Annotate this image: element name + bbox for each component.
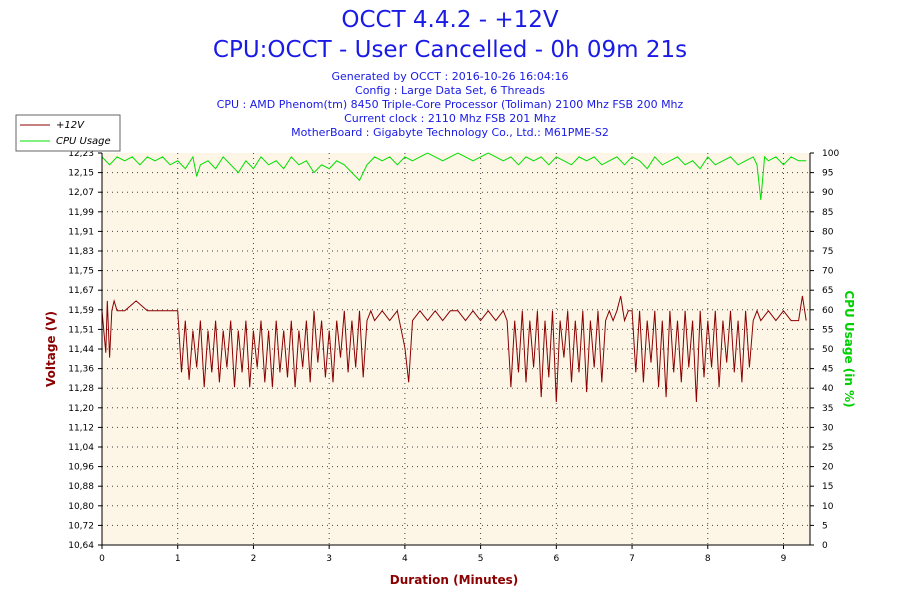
y2-tick-label: 20 (822, 463, 834, 473)
x-tick-label: 4 (402, 554, 408, 564)
chart-title: OCCT 4.4.2 - +12V (341, 7, 559, 33)
y2-tick-label: 60 (822, 306, 834, 316)
y-tick-label: 11,75 (68, 267, 94, 277)
y-tick-label: 11,59 (68, 306, 94, 316)
y2-tick-label: 40 (822, 384, 834, 394)
y2-tick-label: 45 (822, 365, 833, 375)
y-tick-label: 11,04 (68, 443, 94, 453)
y2-tick-label: 95 (822, 169, 833, 179)
y2-tick-label: 55 (822, 325, 833, 335)
generated-info: Generated by OCCT : 2016-10-26 16:04:16 (331, 70, 569, 83)
y-axis-label: Voltage (V) (44, 311, 58, 387)
series-group (101, 152, 807, 403)
y-tick-label: 12,23 (68, 149, 94, 159)
y2-tick-label: 75 (822, 247, 833, 257)
clock-info: Current clock : 2110 Mhz FSB 201 Mhz (344, 112, 556, 125)
motherboard-info: MotherBoard : Gigabyte Technology Co., L… (291, 126, 609, 139)
y2-tick-label: 70 (822, 267, 834, 277)
plot-area (102, 153, 810, 545)
y2-tick-label: 90 (822, 188, 834, 198)
y2-tick-label: 15 (822, 482, 833, 492)
legend-label-voltage: +12V (56, 120, 85, 131)
y-tick-label: 10,96 (68, 463, 94, 473)
y-tick-label: 11,91 (68, 227, 94, 237)
y-tick-label: 10,80 (68, 502, 94, 512)
y2-tick-label: 10 (822, 502, 834, 512)
x-axis-label: Duration (Minutes) (390, 573, 518, 587)
y-tick-label: 11,51 (68, 325, 94, 335)
y-tick-label: 11,28 (68, 384, 94, 394)
y2-tick-label: 5 (822, 521, 828, 531)
x-tick-label: 0 (99, 554, 105, 564)
config-info: Config : Large Data Set, 6 Threads (355, 84, 545, 97)
series-line-cpu (101, 152, 807, 201)
x-tick-label: 8 (705, 554, 711, 564)
y-tick-label: 12,07 (68, 188, 94, 198)
y-tick-label: 10,64 (68, 541, 94, 551)
chart-subtitle: CPU:OCCT - User Cancelled - 0h 09m 21s (212, 37, 688, 63)
legend-label-cpu: CPU Usage (56, 136, 111, 147)
y2-tick-label: 100 (822, 149, 839, 159)
x-tick-label: 3 (326, 554, 332, 564)
y-tick-label: 11,99 (68, 208, 94, 218)
y-tick-label: 11,36 (68, 365, 94, 375)
y2-tick-label: 35 (822, 404, 833, 414)
y2-tick-label: 85 (822, 208, 833, 218)
y2-tick-label: 50 (822, 345, 834, 355)
y2-tick-label: 25 (822, 443, 833, 453)
x-tick-label: 9 (781, 554, 787, 564)
y-tick-label: 11,83 (68, 247, 94, 257)
x-tick-label: 1 (175, 554, 181, 564)
series-line-voltage (101, 295, 807, 403)
y-tick-label: 11,44 (68, 345, 94, 355)
y2-tick-label: 65 (822, 286, 833, 296)
x-tick-label: 5 (478, 554, 484, 564)
x-tick-label: 7 (629, 554, 635, 564)
cpu-info: CPU : AMD Phenom(tm) 8450 Triple-Core Pr… (216, 98, 684, 111)
y-tick-label: 11,12 (68, 423, 94, 433)
y2-axis-label: CPU Usage (in %) (842, 290, 856, 407)
y-tick-label: 10,72 (68, 521, 94, 531)
y-tick-label: 10,88 (68, 482, 94, 492)
tick-group: 0 1 2 3 4 5 6 7 8 912,2312,1512,0711,9911,9111,83… (68, 149, 839, 564)
y-tick-label: 12,15 (68, 169, 94, 179)
x-tick-label: 2 (251, 554, 257, 564)
y2-tick-label: 80 (822, 227, 834, 237)
x-tick-label: 6 (553, 554, 559, 564)
y2-tick-label: 30 (822, 423, 834, 433)
legend: +12V CPU Usage (15, 114, 121, 152)
y-tick-label: 11,20 (68, 404, 94, 414)
y-tick-label: 11,67 (68, 286, 94, 296)
y2-tick-label: 0 (822, 541, 828, 551)
